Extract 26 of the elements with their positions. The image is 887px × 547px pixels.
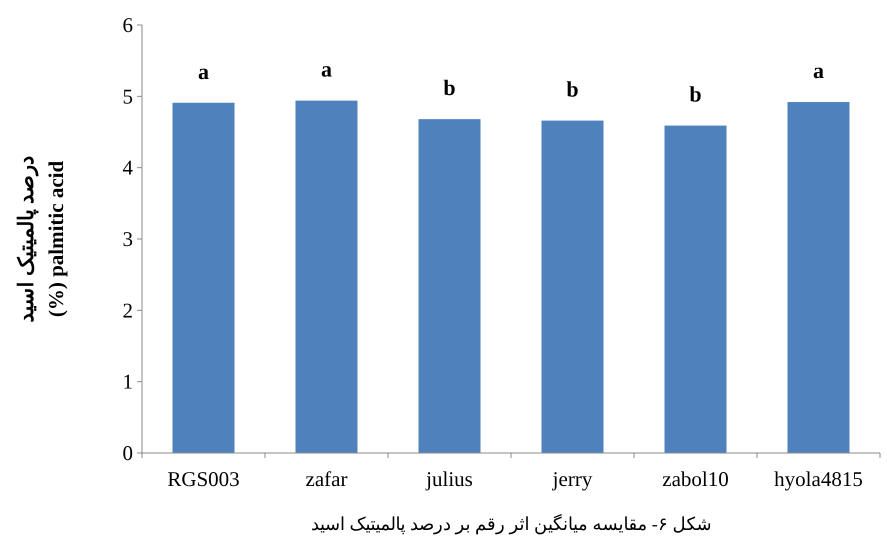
x-tick-label: jerry [552, 467, 593, 491]
text: شکل ۶- مقایسه میانگین اثر رقم بر درصد پالمیتیک اسید [310, 513, 712, 535]
y-tick-label: 5 [122, 84, 133, 108]
y-tick-label: 0 [122, 441, 133, 465]
bar [664, 126, 726, 453]
annotation: b [443, 75, 456, 100]
x-tick-label: hyola4815 [774, 467, 863, 491]
x-tick-label: zafar [306, 467, 348, 491]
x-tick-label: julius [425, 467, 473, 491]
y-tick-label: 1 [122, 370, 133, 394]
bar [296, 100, 358, 453]
bar [542, 120, 604, 453]
y-tick-label: 4 [122, 156, 134, 180]
annotation: a [198, 58, 209, 84]
bar [788, 102, 850, 453]
x-tick-label: zabol10 [662, 467, 729, 491]
x-tick-label: RGS003 [167, 467, 240, 491]
bar [172, 102, 234, 453]
annotation: b [689, 82, 702, 107]
y-tick-label: 2 [122, 298, 133, 322]
y-tick-label: 6 [122, 13, 133, 37]
annotation: b [566, 76, 579, 102]
y-tick-label: 3 [122, 227, 133, 251]
bar [418, 119, 480, 453]
annotation: a [321, 56, 332, 82]
annotation: a [813, 58, 824, 84]
